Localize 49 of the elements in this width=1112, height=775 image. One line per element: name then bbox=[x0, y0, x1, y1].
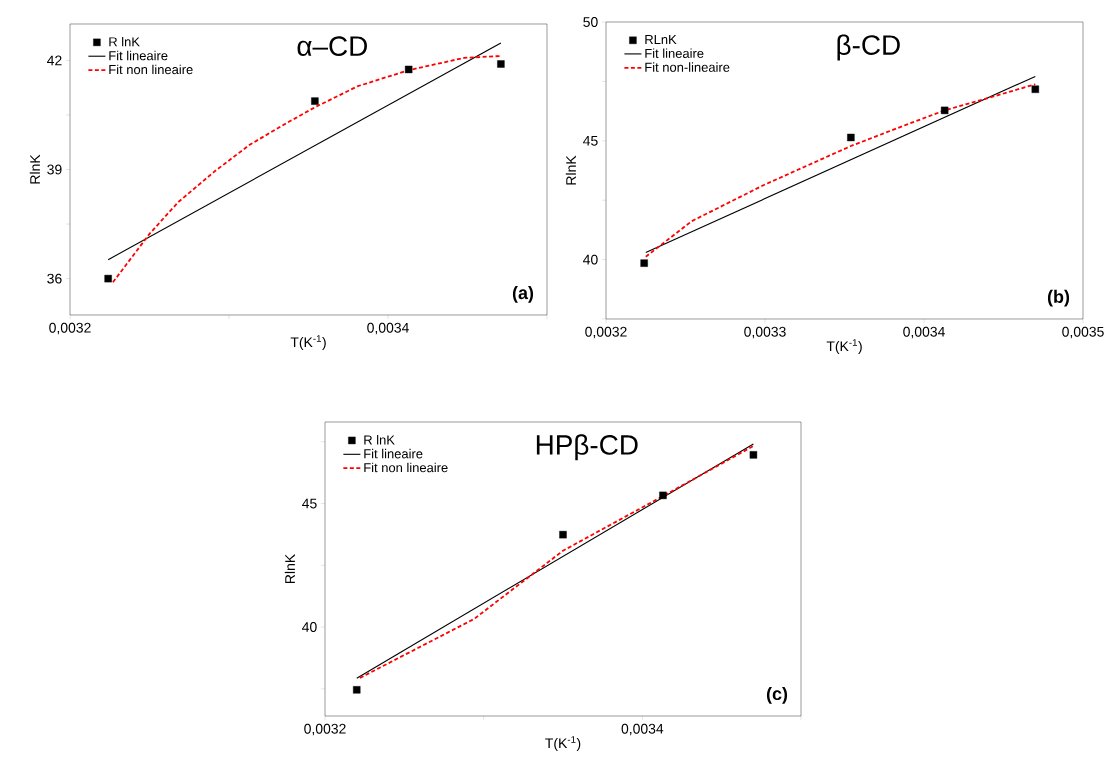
legend-label: Fit non-lineaire bbox=[645, 62, 730, 72]
x-tick-label: 0,0032 bbox=[49, 322, 91, 335]
legend-label: Fit lineaire bbox=[109, 50, 168, 61]
x-tick-label: 0,0034 bbox=[621, 723, 664, 736]
x-tick-label: 0,0035 bbox=[1062, 326, 1104, 339]
chart-title: HPβ-CD bbox=[536, 434, 638, 461]
x-tick-label: 0,0034 bbox=[903, 326, 945, 339]
legend-label: Fit non lineaire bbox=[364, 462, 448, 473]
legend-label: R lnK bbox=[364, 435, 395, 445]
point bbox=[749, 451, 758, 459]
chart-title: β-CD bbox=[837, 34, 900, 61]
x-tick-label: 0,0033 bbox=[744, 326, 786, 339]
x-tick-label: 0,0032 bbox=[304, 723, 346, 736]
y-tick-label: 40 bbox=[583, 254, 598, 265]
y-axis-title: RlnK bbox=[284, 554, 295, 583]
x-tick-label: 0,0032 bbox=[585, 326, 627, 339]
legend-label: Fit lineaire bbox=[364, 448, 423, 459]
point bbox=[659, 491, 667, 500]
point bbox=[404, 65, 413, 74]
legend-label: Fit non lineaire bbox=[109, 64, 193, 75]
annotation: (c) bbox=[766, 686, 788, 704]
point bbox=[559, 530, 567, 539]
legend-label: Fit lineaire bbox=[645, 48, 704, 58]
y-tick-label: 45 bbox=[302, 498, 317, 509]
annotation: (b) bbox=[1047, 289, 1070, 307]
y-axis-title: RlnK bbox=[29, 154, 40, 184]
legend-label: R lnK bbox=[109, 36, 140, 47]
y-tick-label: 50 bbox=[583, 17, 598, 27]
x-axis-title: T(K$^{-1}$) bbox=[290, 335, 326, 350]
x-axis-title: T(K$^{-1}$) bbox=[545, 736, 581, 751]
x-tick-label: 0,0034 bbox=[367, 322, 409, 335]
y-tick-label: 39 bbox=[47, 164, 62, 175]
annotation: (a) bbox=[512, 286, 534, 303]
x-axis-title: T(K$^{-1}$) bbox=[826, 339, 862, 354]
point bbox=[311, 97, 319, 105]
y-tick-label: 45 bbox=[583, 135, 598, 146]
point bbox=[847, 133, 855, 142]
legend-label: RLnK bbox=[645, 35, 677, 44]
chart-title: α–CD bbox=[297, 36, 367, 56]
point bbox=[104, 274, 112, 283]
point bbox=[497, 60, 505, 68]
y-tick-label: 36 bbox=[47, 273, 62, 284]
y-axis-title: RlnK bbox=[565, 155, 576, 185]
y-tick-label: 42 bbox=[47, 55, 62, 66]
point bbox=[353, 686, 361, 694]
point bbox=[940, 106, 949, 115]
point bbox=[640, 259, 648, 267]
point bbox=[1031, 85, 1040, 93]
y-tick-label: 40 bbox=[302, 622, 317, 632]
